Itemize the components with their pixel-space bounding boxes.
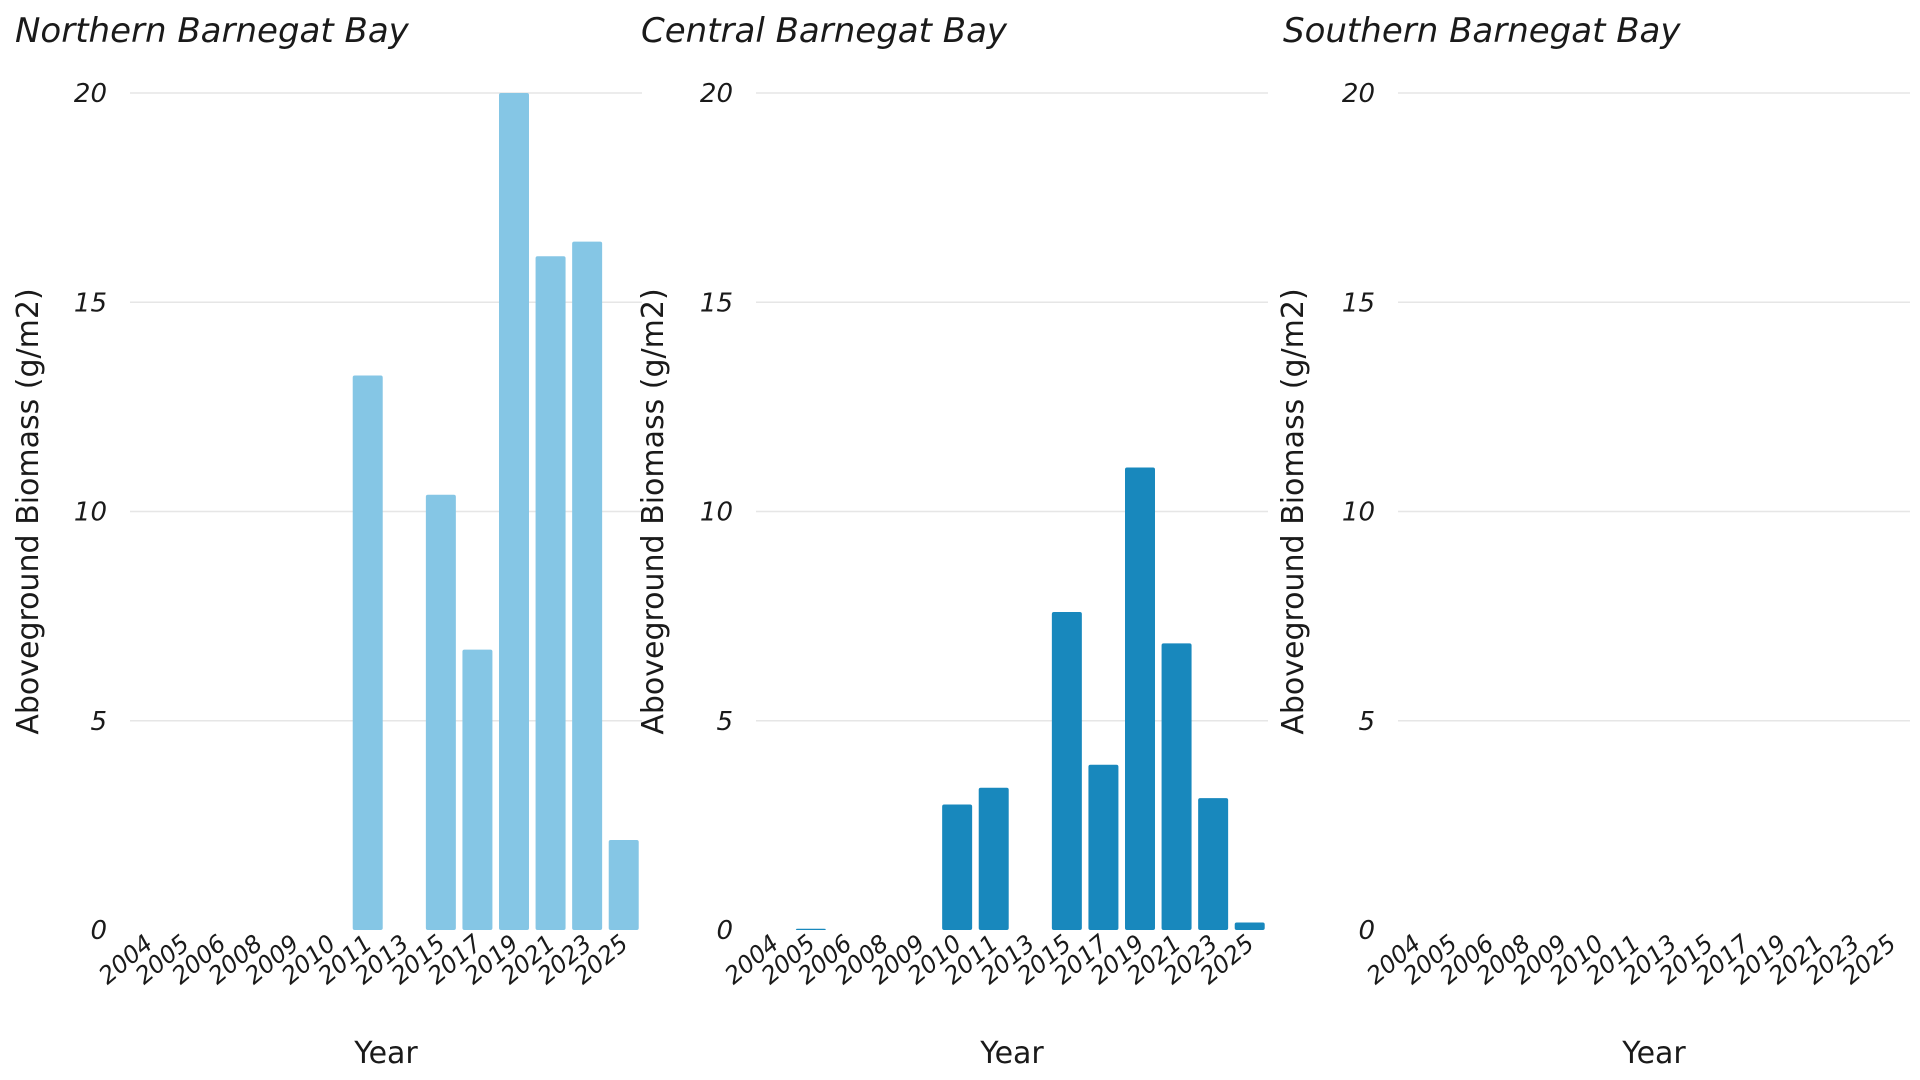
bar-2011 (978, 787, 1009, 930)
y-tick-label: 5 (90, 707, 107, 737)
bar-2005 (795, 928, 826, 930)
y-tick-label: 0 (90, 916, 107, 946)
bar-2017 (462, 649, 493, 930)
chart-panel-2: Central Barnegat Bay05101520200420052006… (636, 11, 1268, 1071)
y-tick-label: 0 (1358, 916, 1375, 946)
bar-2015 (1051, 611, 1082, 930)
y-tick-label: 0 (716, 916, 733, 946)
y-axis-label: Aboveground Biomass (g/m2) (1276, 288, 1311, 734)
y-tick-label: 20 (1342, 79, 1375, 109)
bar-2011 (352, 375, 383, 930)
bar-2021 (1161, 643, 1192, 930)
chart-panel-3: Southern Barnegat Bay0510152020042005200… (1276, 11, 1910, 1071)
bar-2015 (425, 494, 456, 930)
bar-2010 (942, 804, 973, 930)
y-axis-label: Aboveground Biomass (g/m2) (636, 288, 671, 734)
chart-title: Southern Barnegat Bay (1283, 11, 1681, 51)
chart-title: Central Barnegat Bay (641, 11, 1008, 51)
x-axis-label: Year (353, 1036, 418, 1071)
y-tick-label: 10 (1342, 498, 1375, 528)
bar-2023 (572, 241, 603, 930)
y-tick-label: 20 (700, 79, 733, 109)
bar-2025 (1234, 922, 1265, 930)
bar-2023 (1198, 798, 1229, 930)
x-axis-label: Year (979, 1036, 1044, 1071)
y-tick-label: 15 (700, 288, 733, 318)
y-tick-label: 10 (700, 498, 733, 528)
bar-2019 (1125, 467, 1155, 930)
y-axis-label: Aboveground Biomass (g/m2) (11, 288, 46, 734)
bar-2025 (608, 840, 639, 930)
y-tick-label: 15 (1342, 288, 1375, 318)
y-tick-label: 10 (74, 498, 107, 528)
y-tick-label: 5 (1358, 707, 1375, 737)
x-axis-label: Year (1621, 1036, 1686, 1071)
chart-title: Northern Barnegat Bay (15, 11, 410, 51)
y-tick-label: 5 (716, 707, 733, 737)
bar-2017 (1088, 764, 1119, 930)
bar-2019 (499, 93, 529, 930)
bar-2021 (535, 256, 566, 931)
chart-panel-1: Northern Barnegat Bay0510152020042005200… (11, 11, 642, 1071)
y-tick-label: 15 (74, 288, 107, 318)
y-tick-label: 20 (74, 79, 107, 109)
